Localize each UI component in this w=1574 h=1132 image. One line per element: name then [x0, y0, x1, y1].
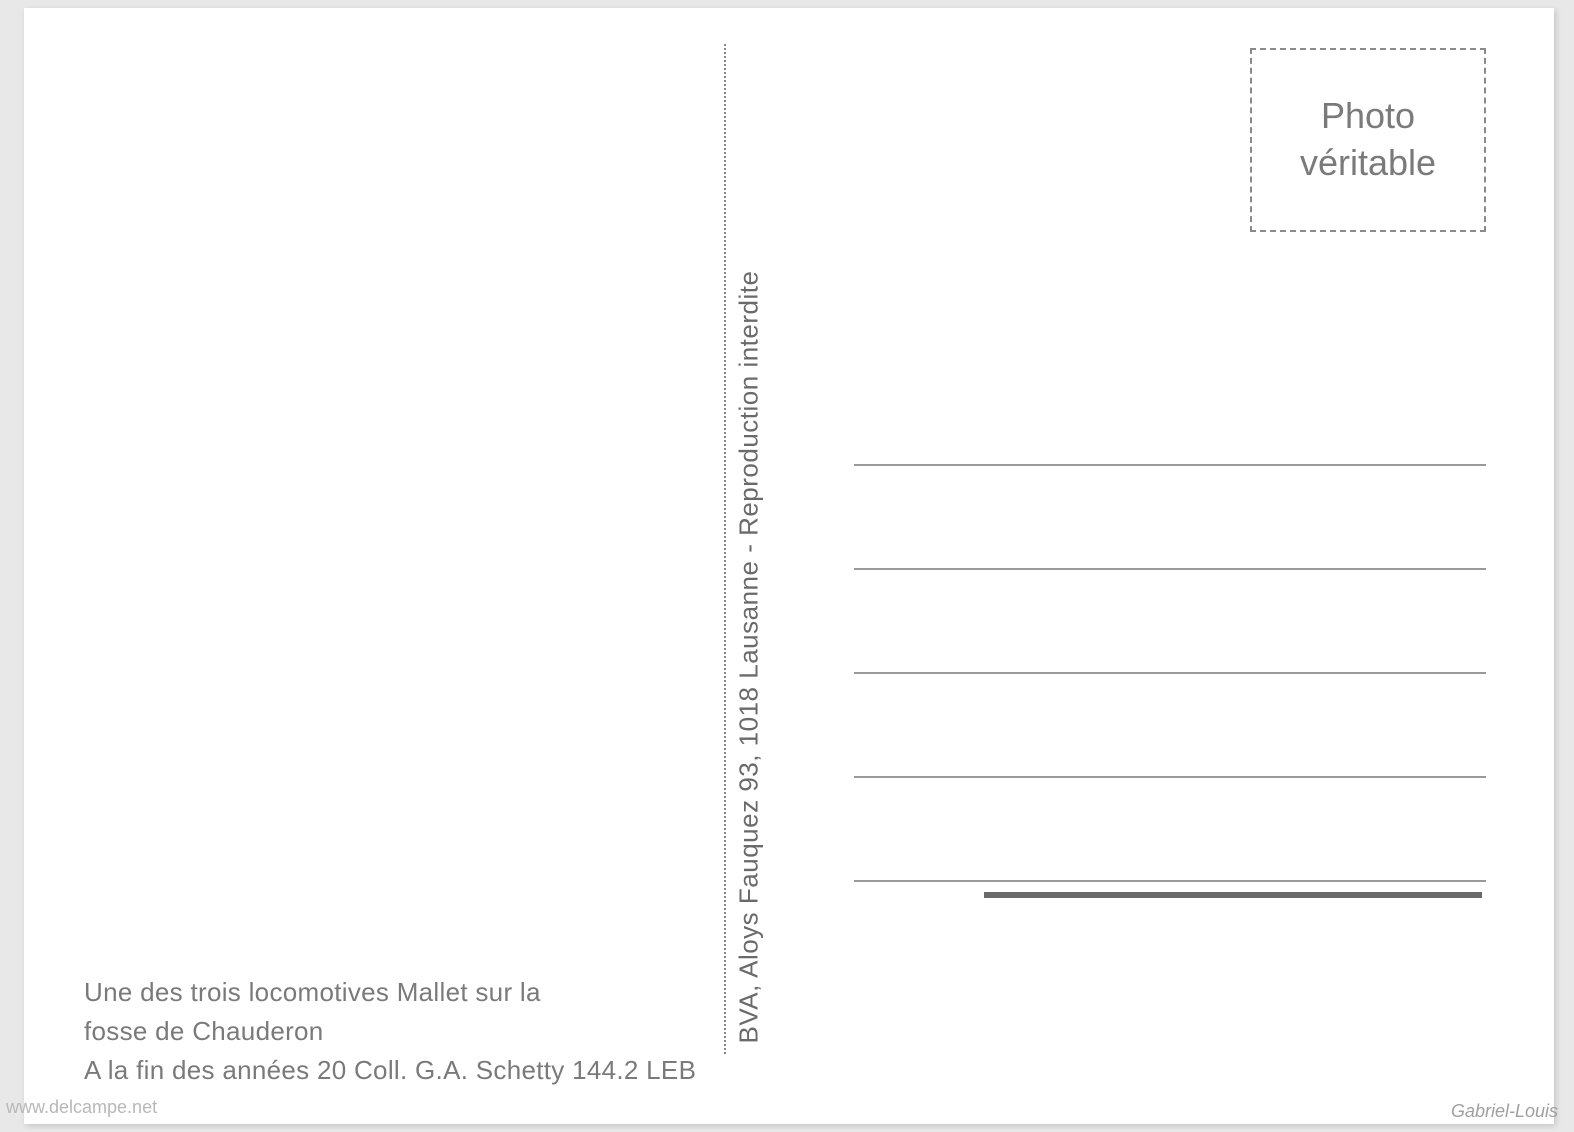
stamp-line1: Photo — [1321, 93, 1415, 140]
address-line-5 — [854, 880, 1486, 882]
address-line-1 — [854, 464, 1486, 466]
address-line-3 — [854, 672, 1486, 674]
postcard-caption: Une des trois locomotives Mallet sur la … — [84, 973, 696, 1090]
caption-line2: fosse de Chauderon — [84, 1012, 696, 1051]
stamp-placeholder: Photo véritable — [1250, 48, 1486, 232]
caption-line1: Une des trois locomotives Mallet sur la — [84, 973, 696, 1012]
watermark-text: www.delcampe.net — [6, 1097, 157, 1118]
caption-line3: A la fin des années 20 Coll. G.A. Schett… — [84, 1051, 696, 1090]
stamp-line2: véritable — [1300, 140, 1436, 187]
address-area — [854, 464, 1486, 882]
postcard-back: BVA, Aloys Fauquez 93, 1018 Lausanne - R… — [24, 8, 1554, 1124]
attribution-text: Gabriel-Louis — [1451, 1101, 1558, 1122]
address-line-4 — [854, 776, 1486, 778]
address-bold-underline — [984, 892, 1482, 898]
center-divider — [724, 44, 726, 1054]
publisher-info-vertical: BVA, Aloys Fauquez 93, 1018 Lausanne - R… — [734, 44, 764, 1054]
publisher-text: BVA, Aloys Fauquez 93, 1018 Lausanne - R… — [734, 34, 765, 1044]
address-line-2 — [854, 568, 1486, 570]
